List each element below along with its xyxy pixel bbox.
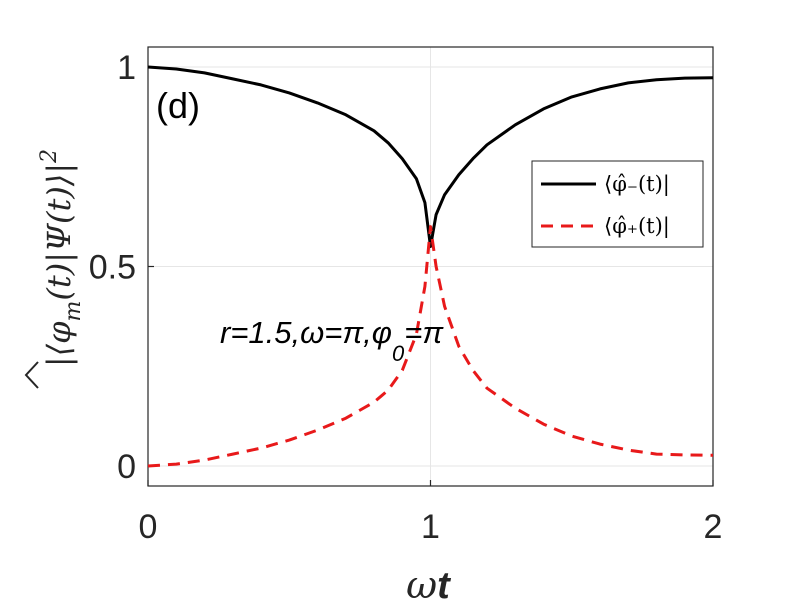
series-line-plus <box>147 225 714 468</box>
grid-lines <box>147 47 714 486</box>
svg-text:ωt: ωt <box>406 563 451 607</box>
x-tick-label: 0 <box>139 508 158 546</box>
series-group <box>147 65 714 468</box>
legend-label-plus: ⟨φ̂₊(t)| <box>604 214 670 239</box>
y-tick-label: 0.5 <box>89 249 136 287</box>
legend-label-minus: ⟨φ̂₋(t)| <box>604 172 670 197</box>
x-tick-label: 2 <box>704 508 723 546</box>
x-tick-label: 1 <box>421 508 440 546</box>
annotation: r=1.5,ω=π,φ0=π <box>220 315 444 366</box>
legend: ⟨φ̂₋(t)| ⟨φ̂₊(t)| <box>531 160 704 248</box>
svg-text:|⟨φm(t)|Ψ(t)⟩|2: |⟨φm(t)|Ψ(t)⟩|2 <box>37 149 86 367</box>
y-tick-label: 0 <box>117 448 136 486</box>
series-line-minus <box>147 65 714 248</box>
y-axis-label: |⟨φm(t)|Ψ(t)⟩|2 <box>24 149 86 389</box>
y-tick-label: 1 <box>117 49 136 87</box>
legend-box <box>531 160 704 248</box>
panel-label: (d) <box>156 85 200 126</box>
x-axis-label: ωt <box>406 563 451 607</box>
